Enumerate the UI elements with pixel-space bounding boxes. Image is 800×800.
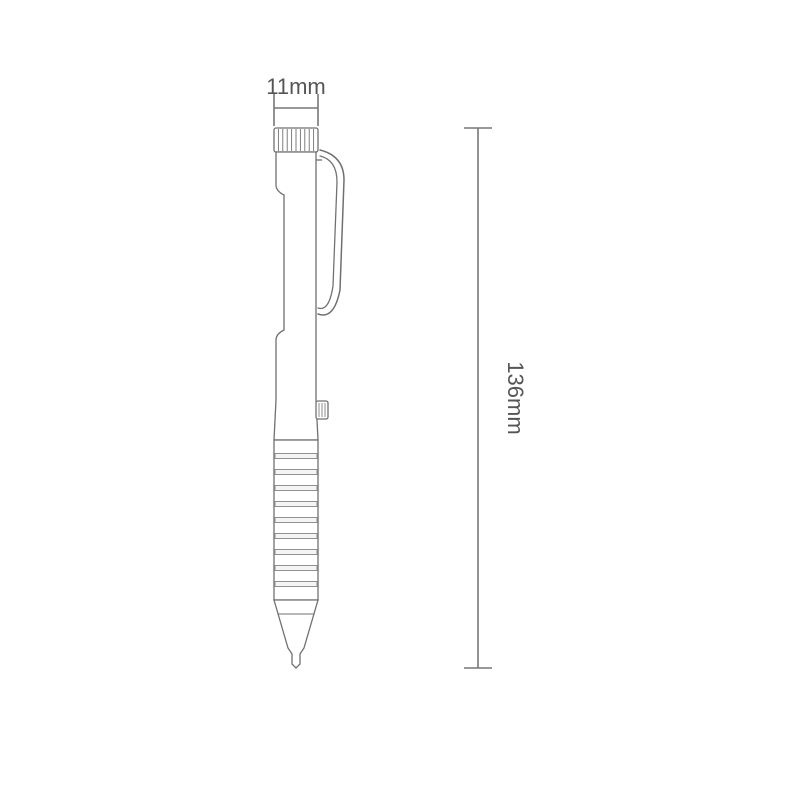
height-label: 136mm bbox=[503, 361, 528, 434]
grip-ring bbox=[275, 534, 317, 539]
pen-upper-body bbox=[274, 152, 318, 440]
grip-ring bbox=[275, 566, 317, 571]
grip-ring bbox=[275, 486, 317, 491]
width-label: 11mm bbox=[266, 74, 326, 99]
grip-ring bbox=[275, 454, 317, 459]
grip-ring bbox=[275, 518, 317, 523]
grip-ring bbox=[275, 582, 317, 587]
grip-ring bbox=[275, 470, 317, 475]
pen-tip-cone bbox=[274, 600, 318, 668]
pen-clip-outer bbox=[318, 150, 344, 315]
grip-ring bbox=[275, 502, 317, 507]
pen-clip-inner bbox=[318, 156, 337, 309]
grip-ring bbox=[275, 550, 317, 555]
